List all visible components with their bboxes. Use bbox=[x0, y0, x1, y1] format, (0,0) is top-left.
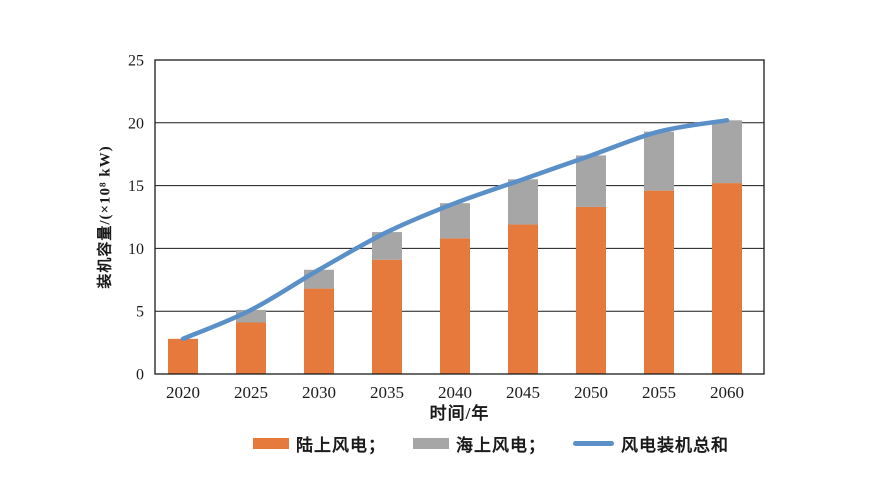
x-tick-label-2060: 2060 bbox=[710, 383, 744, 402]
chart-legend: 陆上风电； 海上风电； 风电装机总和 bbox=[253, 431, 729, 456]
bar-onshore-2020 bbox=[168, 338, 198, 374]
bar-offshore-2055 bbox=[644, 131, 674, 191]
legend-swatch-offshore-bar bbox=[413, 437, 449, 449]
total-line bbox=[180, 118, 730, 342]
x-tick-label-2050: 2050 bbox=[574, 383, 608, 402]
legend-swatch-onshore-bar bbox=[253, 437, 289, 449]
x-tick-label-2055: 2055 bbox=[642, 383, 676, 402]
legend-item-offshore: 海上风电； bbox=[413, 431, 546, 456]
bar-offshore-2060 bbox=[712, 120, 742, 184]
legend-label-offshore: 海上风电； bbox=[456, 435, 546, 455]
bar-onshore-2030 bbox=[304, 288, 334, 374]
legend-label-total: 风电装机总和 bbox=[621, 435, 729, 455]
x-tick-label-2040: 2040 bbox=[438, 383, 472, 402]
x-tick-label-2020: 2020 bbox=[166, 383, 200, 402]
x-tick-label-2030: 2030 bbox=[302, 383, 336, 402]
legend-item-onshore: 陆上风电； bbox=[253, 431, 386, 456]
y-tick-label-20: 20 bbox=[128, 115, 144, 132]
y-tick-label-15: 15 bbox=[128, 178, 144, 195]
y-tick-label-10: 10 bbox=[128, 241, 144, 258]
bar-onshore-2050 bbox=[576, 206, 606, 374]
bar-onshore-2055 bbox=[644, 190, 674, 374]
bar-offshore-2030 bbox=[304, 269, 334, 289]
x-tick-label-2025: 2025 bbox=[234, 383, 268, 402]
x-tick-label-2035: 2035 bbox=[370, 383, 404, 402]
x-tick-label-2045: 2045 bbox=[506, 383, 540, 402]
y-tick-label-5: 5 bbox=[136, 304, 144, 321]
legend-label-onshore: 陆上风电； bbox=[296, 435, 386, 455]
bar-onshore-2040 bbox=[440, 238, 470, 374]
y-axis-title-text: 装机容量/(×10⁸ kW) bbox=[97, 145, 114, 289]
bar-offshore-2050 bbox=[576, 155, 606, 207]
bar-onshore-2045 bbox=[508, 224, 538, 374]
plot-frame bbox=[154, 59, 765, 375]
y-tick-label-0: 0 bbox=[136, 367, 144, 384]
bar-onshore-2060 bbox=[712, 183, 742, 374]
legend-swatch-total-line bbox=[573, 440, 614, 446]
x-axis-title: 时间/年 bbox=[429, 404, 490, 423]
y-tick-label-25: 25 bbox=[128, 53, 144, 70]
bar-onshore-2025 bbox=[236, 322, 266, 374]
bar-onshore-2035 bbox=[372, 259, 402, 374]
bar-offshore-2045 bbox=[508, 179, 538, 225]
legend-item-total: 风电装机总和 bbox=[573, 431, 729, 456]
